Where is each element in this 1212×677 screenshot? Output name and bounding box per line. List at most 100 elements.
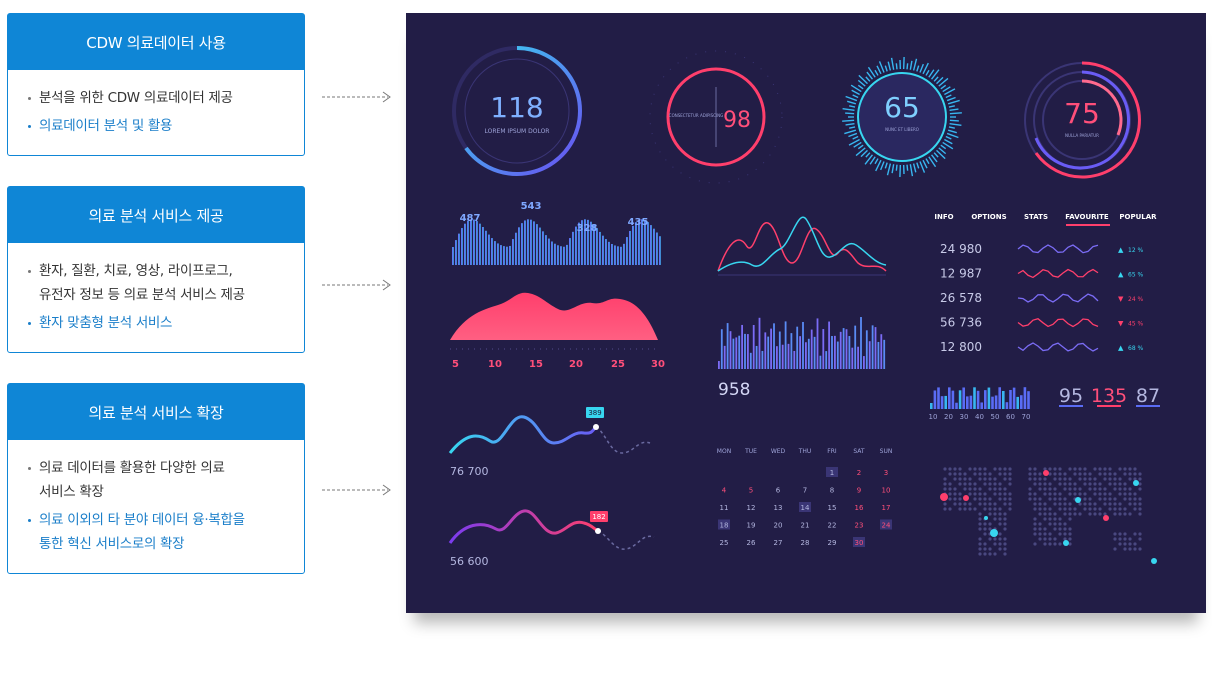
map-dot <box>1043 542 1047 546</box>
sparkline <box>1017 293 1099 303</box>
map-dot <box>1123 537 1127 541</box>
gauge-tick <box>919 161 926 173</box>
gauge-3-value: 65 <box>884 91 920 124</box>
map-dot <box>993 467 997 471</box>
gauge-tick <box>848 132 858 138</box>
gauge-tick <box>919 63 925 73</box>
mini-bar <box>1002 390 1005 409</box>
map-dot <box>978 527 982 531</box>
histogram-bar <box>828 321 830 369</box>
stat-percent: 45 % <box>1128 321 1144 328</box>
map-dot <box>953 502 957 506</box>
map-dot <box>1133 532 1137 536</box>
stat-percent: 12 % <box>1128 247 1144 254</box>
bar <box>596 228 598 265</box>
map-dot <box>1138 537 1142 541</box>
gauge-tick <box>912 163 917 173</box>
map-dot <box>958 502 962 506</box>
map-dot <box>1048 517 1052 521</box>
gauge-tick <box>942 141 954 150</box>
sparkline <box>1017 268 1099 279</box>
gauge-tick <box>855 147 866 157</box>
map-dot <box>993 502 997 506</box>
histogram-bar <box>799 336 801 369</box>
map-dot <box>1118 477 1122 481</box>
wave-2-value: 56 600 <box>450 555 489 568</box>
map-dot <box>963 487 967 491</box>
map-dot <box>1068 512 1072 516</box>
map-dot <box>963 502 967 506</box>
map-dot <box>1028 472 1032 476</box>
map-dot <box>1008 472 1012 476</box>
histogram-bar <box>778 331 781 369</box>
histogram-bar <box>738 335 741 369</box>
map-dot <box>958 467 962 471</box>
calendar-day: 17 <box>882 504 891 512</box>
map-dot <box>988 537 992 541</box>
map-dot <box>1118 482 1122 486</box>
map-dot <box>1003 472 1007 476</box>
map-marker <box>1063 540 1069 546</box>
gauge-tick <box>857 79 866 87</box>
map-dot <box>998 517 1002 521</box>
bar-peak-label: 487 <box>460 213 481 224</box>
gauge-tick <box>949 112 962 115</box>
map-dot <box>948 497 952 501</box>
map-dot <box>1118 537 1122 541</box>
gauge-tick <box>849 126 856 129</box>
gauge-tick <box>933 76 939 82</box>
map-dot <box>1118 512 1122 516</box>
mini-bar <box>951 390 955 409</box>
calendar-day: 6 <box>776 487 781 495</box>
gauge-tick <box>891 164 895 174</box>
stat-percent: 24 % <box>1128 296 1144 303</box>
bar <box>602 235 604 265</box>
map-dot <box>1128 492 1132 496</box>
map-dot <box>983 527 987 531</box>
gauge-tick <box>869 156 876 165</box>
tick-label: 10 <box>488 359 502 370</box>
map-dot <box>993 492 997 496</box>
map-dot <box>1048 512 1052 516</box>
map-dot <box>1138 497 1142 501</box>
calendar-day: 20 <box>774 522 783 530</box>
map-dot <box>1108 507 1112 511</box>
map-dot <box>1133 507 1137 511</box>
gauge-3: 65 NUNC ET LIBERO <box>842 57 962 177</box>
trend-arrow-icon: ▲ <box>1118 246 1124 254</box>
gauge-1-label: LOREM IPSUM DOLOR <box>485 128 550 135</box>
map-dot <box>1123 507 1127 511</box>
histogram-bar <box>726 323 729 369</box>
mini-bar <box>1012 387 1016 409</box>
map-dot <box>1123 467 1127 471</box>
bar <box>509 245 511 265</box>
map-dot <box>1053 542 1057 546</box>
calendar-day: 3 <box>884 469 888 477</box>
map-marker <box>963 495 969 501</box>
map-dot <box>1053 497 1057 501</box>
map-dot <box>1063 477 1067 481</box>
gauge-tick <box>860 149 868 158</box>
map-dot <box>1128 487 1132 491</box>
map-dot <box>988 477 992 481</box>
calendar-day: 1 <box>830 469 834 477</box>
calendar-day: 27 <box>774 539 783 547</box>
mini-bar-tick: 70 <box>1022 413 1031 421</box>
histogram-bar <box>836 341 839 369</box>
bar <box>518 227 520 265</box>
map-dot <box>1133 472 1137 476</box>
map-dot <box>1048 507 1052 511</box>
map-dot <box>1058 477 1062 481</box>
gauge-tick <box>874 69 879 76</box>
map-dot <box>1003 527 1007 531</box>
map-dot <box>1008 492 1012 496</box>
gauge-tick <box>884 162 888 169</box>
map-dot <box>943 482 947 486</box>
map-dot <box>1033 517 1037 521</box>
histogram-value: 958 <box>718 380 750 400</box>
map-dot <box>998 542 1002 546</box>
map-dot <box>1068 507 1072 511</box>
tick-label: 5 <box>452 359 459 370</box>
map-dot <box>1033 497 1037 501</box>
